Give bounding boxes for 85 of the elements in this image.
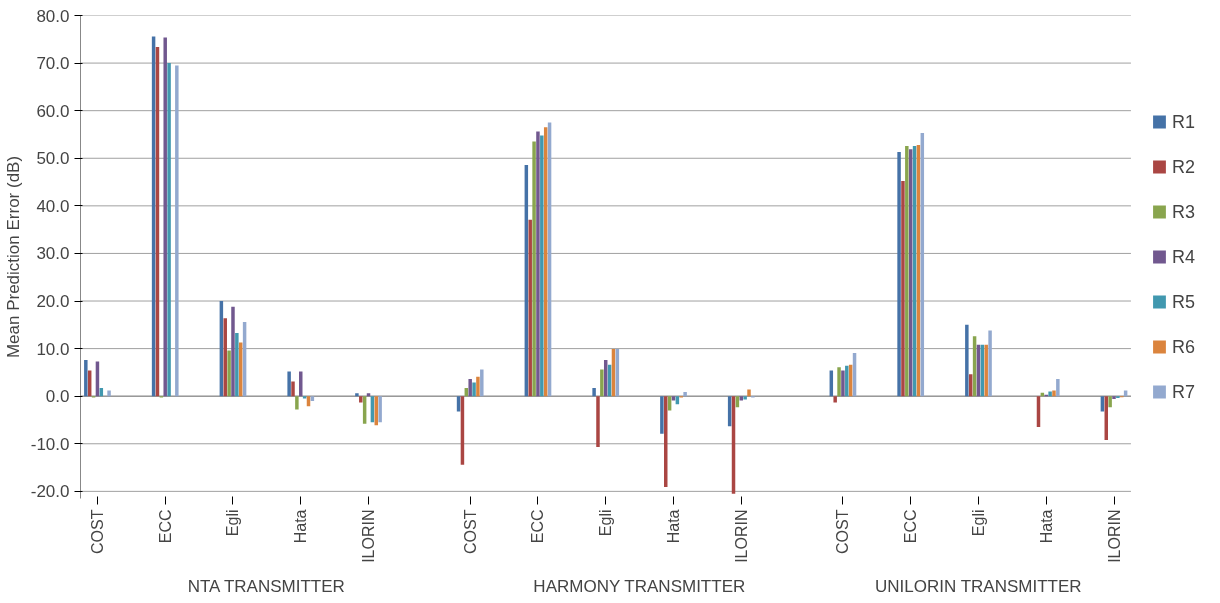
legend-label: R6 bbox=[1171, 336, 1195, 357]
y-tick-label: 80.0 bbox=[36, 6, 70, 26]
x-tick-label: COST bbox=[88, 509, 106, 554]
bar bbox=[378, 396, 382, 423]
legend-label: R5 bbox=[1171, 291, 1195, 312]
legend-label: R1 bbox=[1171, 111, 1195, 132]
text: HARMONY TRANSMITTER bbox=[533, 576, 746, 596]
bar bbox=[163, 37, 167, 397]
bar bbox=[540, 135, 544, 397]
bar bbox=[472, 382, 476, 397]
bar bbox=[747, 389, 751, 397]
bar bbox=[84, 360, 88, 397]
x-tick-label: ECC bbox=[902, 509, 920, 544]
x-tick-label: COST bbox=[834, 509, 852, 554]
x-tick-label: ILORIN bbox=[1105, 509, 1123, 563]
bar bbox=[901, 181, 905, 397]
bar bbox=[988, 330, 992, 397]
bar bbox=[596, 396, 600, 448]
bar bbox=[223, 318, 227, 397]
bar bbox=[1108, 396, 1112, 408]
bar bbox=[905, 145, 909, 397]
x-tick-label: Egli bbox=[224, 509, 242, 537]
bar bbox=[1112, 396, 1116, 400]
legend-label: R3 bbox=[1171, 201, 1195, 222]
bar bbox=[532, 141, 536, 397]
bar bbox=[841, 370, 845, 397]
x-tick-label: ECC bbox=[529, 509, 547, 544]
bar bbox=[167, 63, 171, 397]
bar bbox=[107, 390, 111, 397]
bar bbox=[600, 369, 604, 397]
x-tick-label: Hata bbox=[665, 509, 682, 544]
y-tick-label: -20.0 bbox=[30, 482, 70, 502]
x-tick-label: Egli bbox=[969, 509, 987, 537]
x-tick-label: Hata bbox=[292, 509, 310, 544]
bar bbox=[480, 369, 484, 397]
x-tick-label: Hata bbox=[1037, 509, 1055, 544]
bar bbox=[175, 65, 179, 397]
bar bbox=[235, 332, 239, 397]
bar bbox=[366, 393, 371, 397]
bar bbox=[984, 344, 988, 397]
bar bbox=[1056, 379, 1060, 397]
bar bbox=[965, 324, 969, 397]
text: UNILORIN TRANSMITTER bbox=[875, 576, 1082, 596]
bar bbox=[837, 367, 841, 397]
bar bbox=[536, 131, 540, 397]
x-tick-label: COST bbox=[461, 509, 479, 554]
x-tick-label: ILORIN bbox=[732, 509, 750, 563]
bar bbox=[476, 376, 480, 397]
bar bbox=[359, 396, 363, 403]
bar bbox=[528, 219, 532, 397]
bar bbox=[355, 393, 359, 397]
y-axis-title: Mean Prediction Error (dB) bbox=[3, 155, 23, 359]
bar bbox=[227, 350, 231, 397]
bar bbox=[291, 381, 295, 397]
text: NTA TRANSMITTER bbox=[187, 576, 345, 596]
bar bbox=[468, 379, 472, 397]
legend-label: R2 bbox=[1171, 156, 1195, 177]
y-tick-label: 60.0 bbox=[36, 101, 70, 121]
bar bbox=[295, 396, 299, 410]
x-tick-label: ILORIN bbox=[360, 509, 378, 563]
bar bbox=[743, 396, 747, 400]
x-tick-label: ECC bbox=[156, 509, 174, 544]
bar bbox=[897, 152, 901, 397]
bar bbox=[1048, 391, 1052, 397]
legend-label: R7 bbox=[1171, 381, 1195, 402]
y-tick-label: 40.0 bbox=[36, 196, 70, 216]
bar bbox=[845, 365, 849, 397]
y-tick-label: 50.0 bbox=[36, 149, 70, 169]
y-tick-label: 10.0 bbox=[36, 339, 70, 359]
bar bbox=[660, 396, 664, 434]
bar bbox=[1123, 390, 1128, 397]
legend-label: R4 bbox=[1171, 246, 1195, 267]
bar bbox=[683, 391, 687, 397]
bar bbox=[302, 396, 307, 399]
y-tick-label: 20.0 bbox=[36, 292, 70, 312]
bar bbox=[592, 388, 596, 397]
y-tick-label: 70.0 bbox=[36, 54, 70, 74]
bar bbox=[287, 371, 291, 397]
y-tick-label: 0.0 bbox=[45, 387, 70, 407]
bar bbox=[231, 306, 235, 397]
y-tick-label: -10.0 bbox=[30, 434, 70, 454]
bar bbox=[833, 396, 837, 403]
bar bbox=[1052, 390, 1056, 397]
x-tick-label: Egli bbox=[597, 509, 615, 537]
y-tick-label: 30.0 bbox=[36, 244, 70, 264]
